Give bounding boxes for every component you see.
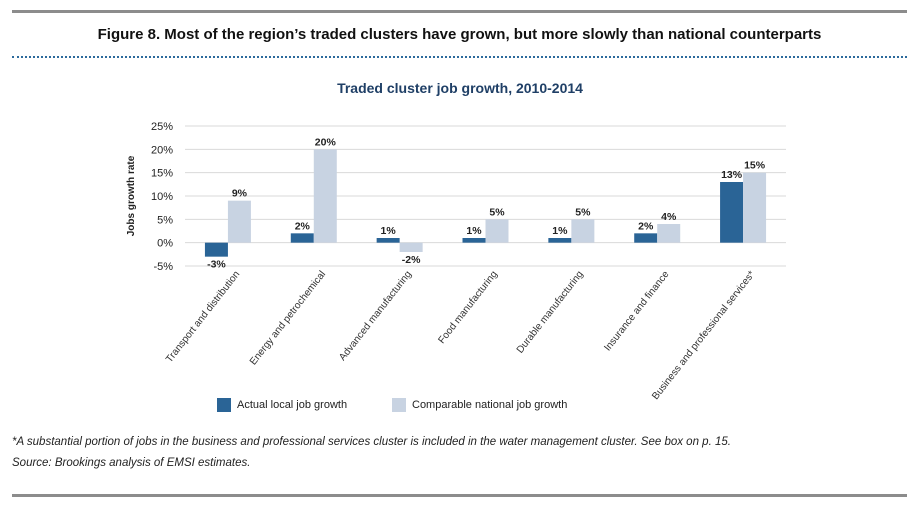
y-tick-label: 20% [151, 144, 173, 156]
dotted-divider [12, 56, 907, 58]
bar-national [743, 172, 767, 243]
legend-item-local: Actual local job growth [217, 398, 347, 412]
bar-local [720, 182, 744, 243]
data-label: -2% [402, 254, 421, 266]
x-tick-label: Advanced manufacturing [337, 269, 414, 363]
data-label: 2% [295, 220, 311, 232]
y-tick-label: 10% [151, 191, 173, 203]
bar-local [290, 233, 314, 243]
data-label: 5% [489, 206, 505, 218]
x-tick-label: Transport and distribution [164, 269, 242, 365]
data-label: 15% [744, 160, 766, 172]
y-tick-label: -5% [153, 261, 173, 273]
data-label: 9% [232, 188, 248, 200]
x-tick-label: Insurance and finance [602, 269, 672, 354]
data-label: 1% [381, 225, 397, 237]
footnote-text: *A substantial portion of jobs in the bu… [12, 436, 731, 448]
x-tick-label: Food manufacturing [436, 269, 499, 346]
legend-swatch-local [217, 398, 231, 412]
x-tick-label: Energy and petrochemical [248, 269, 328, 367]
chart-title: Traded cluster job growth, 2010-2014 [337, 80, 583, 96]
data-label: 1% [466, 225, 482, 237]
bar-national [399, 242, 423, 252]
top-rule [12, 10, 907, 13]
y-axis-label: Jobs growth rate [126, 155, 137, 236]
bar-national [313, 149, 337, 243]
bar-national [571, 219, 595, 243]
bar-local [634, 233, 658, 243]
y-tick-label: 15% [151, 168, 173, 180]
bar-local [548, 238, 572, 243]
x-tick-label: Business and professional services* [650, 269, 757, 400]
footnote-block: *A substantial portion of jobs in the bu… [12, 432, 731, 474]
data-label: 13% [721, 169, 743, 181]
data-label: 1% [552, 225, 568, 237]
data-label: 20% [315, 136, 337, 148]
x-tick-label: Durable manufacturing [515, 269, 586, 355]
bar-local [376, 238, 400, 243]
data-label: -3% [207, 259, 226, 271]
bottom-rule [12, 494, 907, 497]
legend-item-national: Comparable national job growth [392, 398, 567, 412]
bar-local [462, 238, 486, 243]
data-label: 2% [638, 220, 654, 232]
bar-chart: -5% 0% 5% 10% 15% 20% 25% Jobs growth rate -3% 9%… [126, 121, 786, 400]
bar-local [204, 242, 228, 257]
legend-label-national: Comparable national job growth [412, 399, 568, 411]
y-tick-label: 5% [157, 214, 173, 226]
figure-title: Figure 8. Most of the region’s traded cl… [97, 26, 822, 43]
legend-swatch-national [392, 398, 406, 412]
data-label: 4% [661, 211, 677, 223]
bar-national [657, 224, 681, 243]
bar-national [227, 200, 251, 243]
y-tick-label: 25% [151, 121, 173, 133]
bar-national [485, 219, 509, 243]
legend-label-local: Actual local job growth [237, 399, 348, 411]
y-tick-label: 0% [157, 238, 173, 250]
source-text: Source: Brookings analysis of EMSI estim… [12, 457, 251, 469]
data-label: 5% [575, 206, 591, 218]
